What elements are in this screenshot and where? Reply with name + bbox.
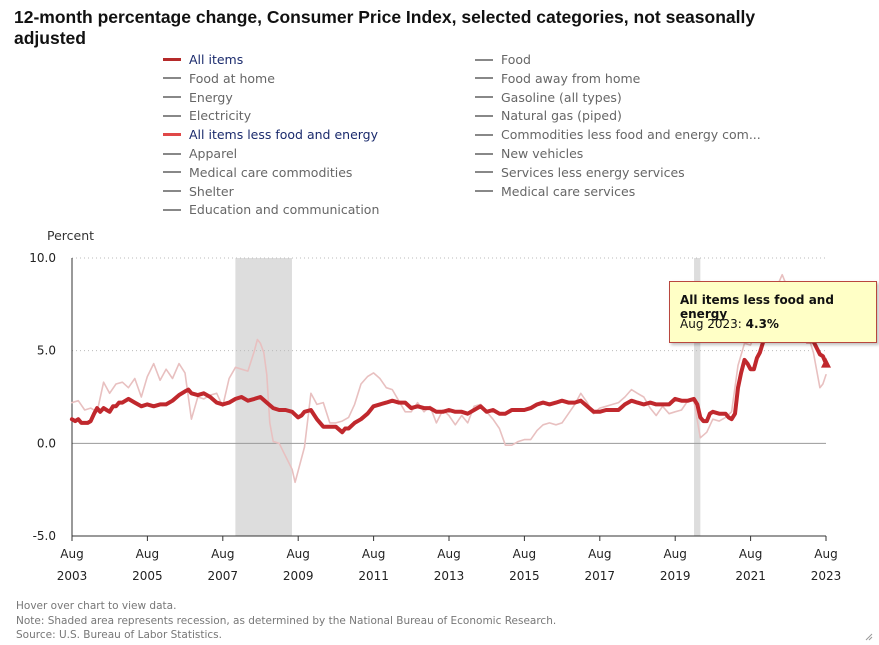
legend-item-all-items-less-food-and-energy[interactable]: All items less food and energy: [163, 127, 378, 142]
x-tick-label-month: Aug: [663, 547, 686, 561]
y-axis-label: Percent: [47, 228, 95, 243]
x-tick-label-year: 2013: [434, 569, 465, 583]
x-tick-label-month: Aug: [437, 547, 460, 561]
chart-notes: Hover over chart to view data. Note: Sha…: [16, 599, 556, 643]
legend-label: Food at home: [189, 70, 275, 86]
hover-marker-icon: [821, 357, 831, 368]
legend-swatch-icon: [163, 77, 181, 80]
legend-swatch-icon: [163, 96, 181, 99]
legend-swatch-icon: [163, 58, 181, 61]
legend-swatch-icon: [163, 171, 181, 174]
legend-swatch-icon: [475, 171, 493, 174]
legend-label: All items less food and energy: [189, 127, 379, 143]
legend-item-gasoline-all-types[interactable]: Gasoline (all types): [475, 90, 622, 105]
legend-label: Services less energy services: [501, 164, 685, 180]
y-tick-label: 5.0: [37, 344, 56, 358]
legend-item-natural-gas-piped[interactable]: Natural gas (piped): [475, 108, 622, 123]
x-tick-label-year: 2009: [283, 569, 314, 583]
legend-label: New vehicles: [501, 146, 584, 161]
y-tick-label: 0.0: [37, 436, 56, 450]
legend-item-medical-care-commodities[interactable]: Medical care commodities: [163, 165, 352, 180]
x-tick-label-month: Aug: [286, 547, 309, 561]
legend-label: Medical care commodities: [189, 164, 353, 180]
legend-item-commodities-less-food-and-energy-com[interactable]: Commodities less food and energy com...: [475, 127, 761, 142]
legend-swatch-icon: [475, 190, 493, 193]
axes: [71, 258, 827, 541]
x-tick-label-month: Aug: [211, 547, 234, 561]
legend-label: Food: [501, 52, 531, 67]
legend-item-electricity[interactable]: Electricity: [163, 108, 251, 123]
legend-item-food-away-from-home[interactable]: Food away from home: [475, 71, 640, 86]
source-note: Source: U.S. Bureau of Labor Statistics.: [16, 629, 222, 641]
legend-label: Shelter: [189, 183, 234, 199]
tick-labels: -5.0 0.0 5.0 10.0 Aug 2003 Aug 2005 Aug 2007 Aug 20…: [29, 251, 841, 583]
recession-note: Note: Shaded area represents recession, …: [16, 614, 557, 627]
series-line-all-items[interactable]: [71, 273, 827, 484]
x-tick-label-year: 2019: [660, 569, 691, 583]
x-tick-label-month: Aug: [739, 547, 762, 561]
legend-label: Commodities less food and energy com...: [501, 127, 761, 143]
x-tick-label-month: Aug: [588, 547, 611, 561]
legend-item-energy[interactable]: Energy: [163, 90, 233, 105]
legend-label: Medical care services: [501, 183, 636, 199]
x-tick-label-year: 2017: [585, 569, 616, 583]
x-tick-label-year: 2007: [208, 569, 239, 583]
hover-hint: Hover over chart to view data.: [16, 600, 177, 612]
legend-swatch-icon: [475, 96, 493, 99]
legend-swatch-icon: [163, 152, 181, 155]
legend-item-food-at-home[interactable]: Food at home: [163, 71, 275, 86]
legend-label: Gasoline (all types): [501, 89, 622, 105]
legend-label: Electricity: [189, 108, 252, 124]
x-tick-label-year: 2015: [509, 569, 540, 583]
legend-item-shelter[interactable]: Shelter: [163, 184, 234, 199]
legend-item-medical-care-services[interactable]: Medical care services: [475, 184, 635, 199]
x-tick-label-month: Aug: [513, 547, 536, 561]
x-tick-label-month: Aug: [60, 547, 83, 561]
resize-grip-icon[interactable]: [865, 633, 873, 641]
legend-item-food[interactable]: Food: [475, 52, 531, 67]
legend-label: Education and communication: [189, 202, 380, 218]
x-tick-label-year: 2021: [735, 569, 766, 583]
chart-title: 12-month percentage change, Consumer Pri…: [14, 7, 756, 48]
legend-swatch-icon: [475, 77, 493, 80]
legend-swatch-icon: [163, 133, 181, 137]
y-tick-label: 10.0: [29, 251, 56, 265]
tooltip-series-name: All items less food and energy: [680, 293, 834, 321]
x-tick-label-year: 2011: [358, 569, 389, 583]
x-tick-label-year: 2003: [57, 569, 88, 583]
legend-swatch-icon: [475, 133, 493, 136]
legend-item-new-vehicles[interactable]: New vehicles: [475, 146, 583, 161]
legend-swatch-icon: [475, 58, 493, 61]
tooltip-period: Aug 2023:: [680, 317, 742, 331]
legend-label: Energy: [189, 89, 233, 105]
legend-swatch-icon: [163, 208, 181, 211]
legend-label: All items: [189, 52, 244, 67]
legend-label: Apparel: [189, 146, 238, 161]
legend-label: Natural gas (piped): [501, 108, 622, 124]
x-tick-label-year: 2023: [811, 569, 842, 583]
x-tick-label-month: Aug: [814, 547, 837, 561]
legend-item-education-and-communication[interactable]: Education and communication: [163, 202, 379, 217]
legend-item-apparel[interactable]: Apparel: [163, 146, 237, 161]
series-line-all-items-less-food-and-energy[interactable]: [69, 319, 828, 435]
legend-swatch-icon: [475, 152, 493, 155]
tooltip-value-line: Aug 2023: 4.3%: [680, 317, 779, 331]
hover-tooltip: All items less food and energy Aug 2023:…: [669, 281, 877, 343]
tooltip-value: 4.3%: [745, 317, 779, 331]
x-tick-label-year: 2005: [132, 569, 163, 583]
legend-swatch-icon: [163, 190, 181, 193]
recession-shading: [235, 258, 701, 536]
x-tick-label-month: Aug: [362, 547, 385, 561]
y-tick-label: -5.0: [33, 529, 56, 543]
legend-label: Food away from home: [501, 70, 641, 86]
legend-item-all-items[interactable]: All items: [163, 52, 243, 67]
legend-item-services-less-energy-services[interactable]: Services less energy services: [475, 165, 685, 180]
y-gridlines: [72, 257, 826, 444]
x-tick-label-month: Aug: [136, 547, 159, 561]
recession-band-1: [694, 258, 701, 536]
legend-swatch-icon: [475, 114, 493, 117]
legend-swatch-icon: [163, 114, 181, 117]
series-lines: [69, 273, 831, 484]
